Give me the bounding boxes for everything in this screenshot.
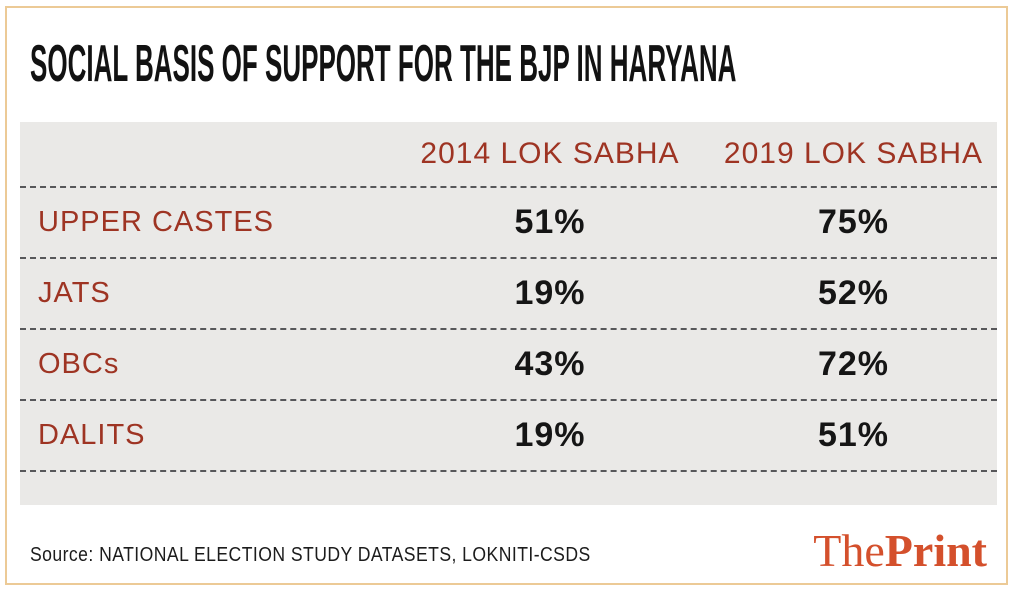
column-header-2019: 2019 LOK SABHA (723, 137, 984, 170)
logo-print: Print (884, 525, 987, 576)
row-label-dalits: DALITS (38, 419, 146, 451)
source-attribution: Source: NATIONAL ELECTION STUDY DATASETS… (30, 544, 667, 567)
table-row: OBCs 43% 72% (20, 330, 997, 401)
page-title: SOCIAL BASIS OF SUPPORT FOR THE BJP IN H… (30, 38, 1024, 90)
value-cell-2019: 51% (817, 416, 890, 454)
row-label-jats: JATS (38, 277, 111, 309)
table-row: UPPER CASTES 51% 75% (20, 188, 997, 259)
value-cell-2014: 43% (514, 345, 586, 383)
data-table: 2014 LOK SABHA 2019 LOK SABHA UPPER CAST… (20, 122, 997, 505)
value-cell-2014: 19% (514, 416, 586, 454)
page-title-text: SOCIAL BASIS OF SUPPORT FOR THE BJP IN H… (30, 35, 737, 93)
value-cell-2014: 51% (514, 203, 586, 241)
logo-the: The (813, 525, 885, 576)
row-label-obcs: OBCs (38, 348, 120, 380)
row-label-upper-castes: UPPER CASTES (38, 206, 274, 238)
value-cell-2014: 19% (514, 274, 586, 312)
source-attribution-text: Source: NATIONAL ELECTION STUDY DATASETS… (30, 544, 591, 566)
table-header-row: 2014 LOK SABHA 2019 LOK SABHA (20, 122, 997, 188)
value-cell-2019: 52% (817, 274, 890, 312)
table-row: DALITS 19% 51% (20, 401, 997, 472)
table-bottom-spacer (20, 472, 997, 505)
value-cell-2019: 72% (817, 345, 890, 383)
value-cell-2019: 75% (817, 203, 890, 241)
theprint-logo: ThePrint (813, 528, 987, 574)
column-header-2014: 2014 LOK SABHA (420, 137, 680, 170)
table-row: JATS 19% 52% (20, 259, 997, 330)
